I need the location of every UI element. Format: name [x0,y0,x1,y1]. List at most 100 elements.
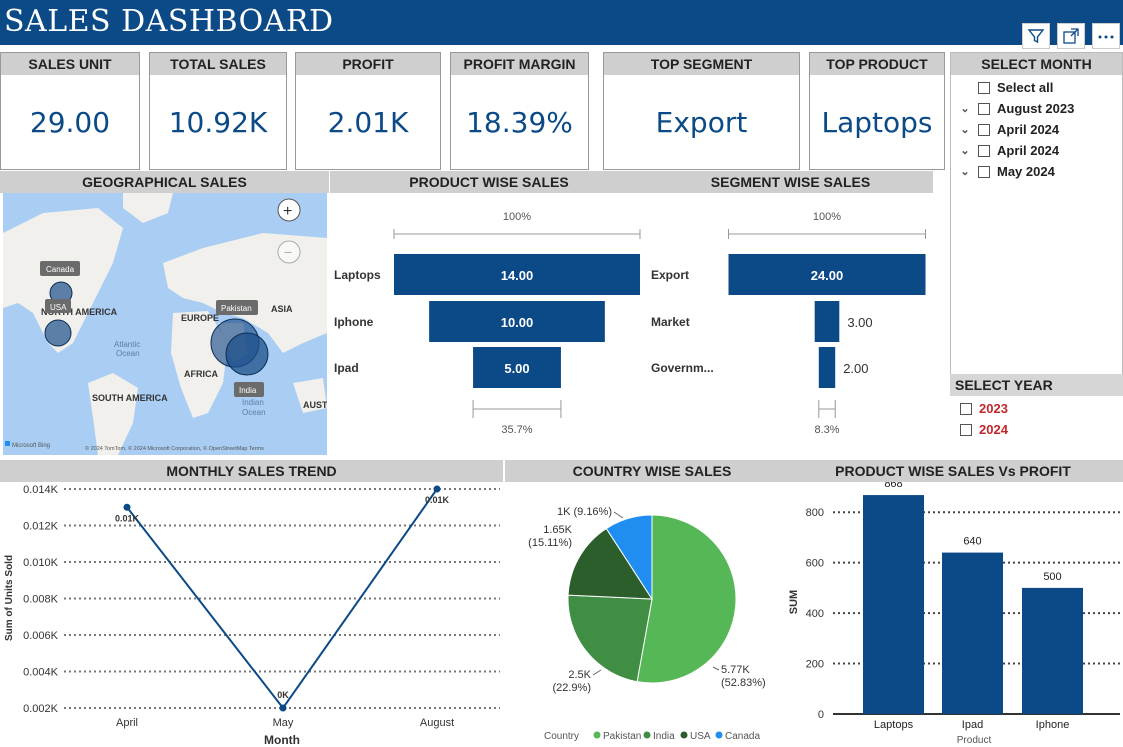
funnel-bottom-bracket [818,400,836,418]
chevron-down-icon[interactable]: ⌄ [960,103,970,115]
year-slicer-title: SELECT YEAR [950,374,1123,396]
y-tick-label: 400 [806,608,824,620]
legend-label: India [653,731,675,742]
leader-line [592,669,602,676]
map-title: GEOGRAPHICAL SALES [0,171,329,193]
legend-marker [715,731,723,739]
checkbox[interactable] [978,102,990,115]
slicer-item-2024[interactable]: 2024 [960,419,1123,440]
chevron-down-icon[interactable]: ⌄ [960,166,970,178]
funnel-category-label: Ipad [334,361,359,375]
y-tick-label: 0.002K [23,703,59,715]
checkbox[interactable] [978,123,990,136]
kpi-sales-unit: SALES UNIT 29.00 [0,52,140,170]
segment-funnel-title: SEGMENT WISE SALES [648,171,933,193]
country-label-pakistan: Pakistan [221,304,252,313]
slicer-item-select-all[interactable]: Select all [959,77,1122,98]
funnel-bottom-bracket [472,400,562,418]
y-axis-title: Sum of Units Sold [4,555,15,641]
funnel-value-label: 3.00 [847,315,872,330]
trend-title: MONTHLY SALES TREND [0,460,503,482]
bar [863,495,924,714]
y-tick-label: 0.008K [23,594,59,606]
kpi-label: PROFIT [296,53,440,75]
filter-icon[interactable] [1022,23,1050,49]
data-label: 0K [277,690,289,700]
funnel-value-label: 14.00 [501,268,534,283]
zoom-out-icon[interactable]: − [284,244,292,260]
slicer-item-label: Select all [997,80,1054,95]
funnel-bar [814,301,840,342]
slicer-item-label: 2023 [979,401,1008,416]
slicer-item-may-2024[interactable]: ⌄ May 2024 [959,161,1122,182]
y-tick-label: 0.006K [23,630,59,642]
region-label: EUROPE [181,313,219,323]
product-funnel-title: PRODUCT WISE SALES [330,171,648,193]
product-bar-chart: 800 600 400 200 0 868 Laptops 640 Ipad 500 Iphone P… [788,482,1120,746]
funnel-value-label: 5.00 [504,361,529,376]
x-axis-title: Month [264,733,300,747]
funnel-value-label: 24.00 [811,268,844,283]
funnel-category-label: Market [651,315,690,329]
checkbox[interactable] [978,165,990,178]
y-tick-label: 0.012K [23,521,59,533]
kpi-label: SALES UNIT [1,53,139,75]
x-axis-title: Product [957,735,992,746]
more-options-icon[interactable] [1092,23,1120,49]
kpi-value: 10.92K [168,105,268,139]
funnel-category-label: Laptops [334,268,381,282]
geo-map[interactable]: NORTH AMERICA EUROPE ASIA AFRICA SOUTH A… [3,193,327,455]
slicer-item-august-2023[interactable]: ⌄ August 2023 [959,98,1122,119]
kpi-profit: PROFIT 2.01K [295,52,441,170]
checkbox[interactable] [960,423,972,436]
segment-funnel-chart: 100% Export 24.00 Market 3.00 Governm... 2.00 8… [651,211,926,436]
slicer-item-2023[interactable]: 2023 [960,398,1123,419]
funnel-category-label: Export [651,268,689,282]
funnel-value-label: 2.00 [843,361,868,376]
kpi-value: Export [655,105,748,139]
slicer-item-label: 2024 [979,422,1008,437]
funnel-value-label: 10.00 [501,315,534,330]
chevron-down-icon[interactable]: ⌄ [960,124,970,136]
kpi-total-sales: TOTAL SALES 10.92K [149,52,287,170]
y-tick-label: 800 [806,507,824,519]
slice-label: 2.5K [568,669,591,681]
legend-label: Canada [725,731,760,742]
expand-icon[interactable] [1057,23,1085,49]
slicer-item-april-2024[interactable]: ⌄ April 2024 [959,119,1122,140]
chevron-down-icon[interactable]: ⌄ [960,145,970,157]
y-tick-label: 0.004K [23,667,59,679]
funnel-bar [429,301,605,342]
funnel-category-label: Iphone [334,315,374,329]
kpi-value: 18.39% [466,105,573,139]
bar-value-label: 640 [963,536,981,548]
pie-slice [636,514,737,684]
bar-value-label: 500 [1043,571,1061,583]
slice-label: 1.65K [543,524,572,536]
funnel-bar [818,347,836,388]
checkbox[interactable] [978,144,990,157]
zoom-in-icon[interactable]: + [283,203,292,220]
data-point [279,704,287,712]
kpi-label: TOTAL SALES [150,53,286,75]
slicer-item-label: April 2024 [997,143,1060,158]
legend-label: Pakistan [603,731,641,742]
x-tick-label: August [420,717,454,729]
checkbox[interactable] [978,81,990,94]
product-funnel-chart: 100% Laptops 14.00 Iphone 10.00 Ipad 5.00 35.7% [334,211,641,436]
region-label: ASIA [271,304,293,314]
pie-slice [605,514,653,601]
checkbox[interactable] [960,402,972,415]
slicer-item-label: April 2024 [997,122,1060,137]
region-label: NORTH AMERICA [41,307,118,317]
slicer-item-april-2024-b[interactable]: ⌄ April 2024 [959,140,1122,161]
funnel-top-bracket [728,229,926,239]
pie-title: COUNTRY WISE SALES [505,460,799,482]
region-label: AUSTI [303,400,327,410]
legend-marker [593,731,601,739]
bar [942,552,1003,714]
country-label-usa: USA [50,303,67,312]
map-credit: © 2024 TomTom, © 2024 Microsoft Corporat… [85,445,264,452]
funnel-bottom-label: 35.7% [501,424,532,436]
leader-line [613,511,624,519]
